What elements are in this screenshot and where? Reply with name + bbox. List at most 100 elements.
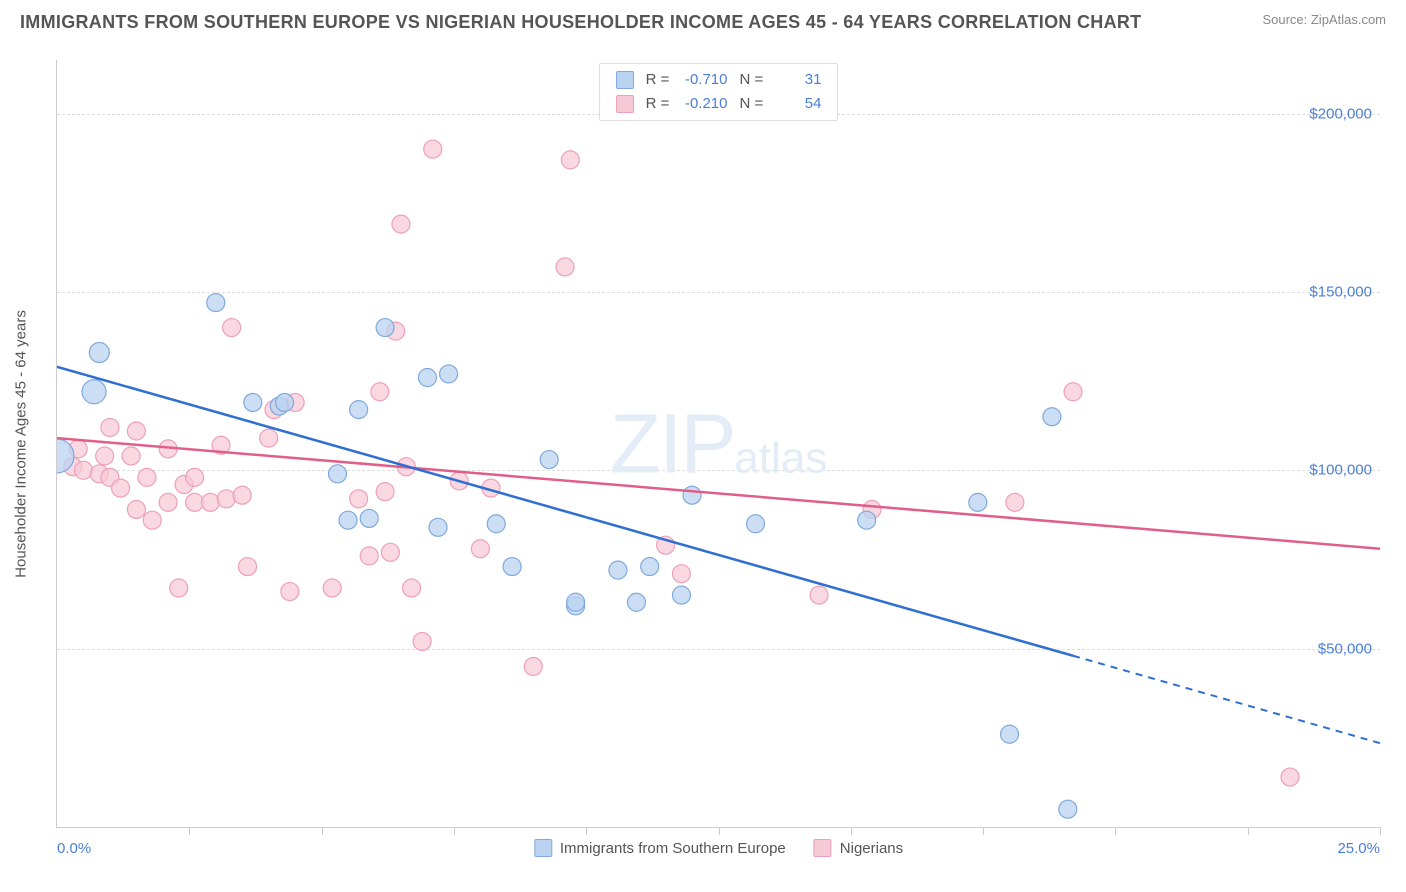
chart-header: IMMIGRANTS FROM SOUTHERN EUROPE VS NIGER… [20, 12, 1386, 33]
y-axis-label: Householder Income Ages 45 - 64 years [13, 310, 30, 578]
data-point [328, 465, 346, 483]
chart-title: IMMIGRANTS FROM SOUTHERN EUROPE VS NIGER… [20, 12, 1141, 33]
data-point [641, 558, 659, 576]
r-label: R = [646, 95, 670, 112]
data-point [260, 429, 278, 447]
data-point [101, 418, 119, 436]
data-point [969, 493, 987, 511]
data-point [89, 343, 109, 363]
source-label: Source: ZipAtlas.com [1262, 12, 1386, 27]
data-point [1006, 493, 1024, 511]
data-point [350, 490, 368, 508]
data-point [429, 518, 447, 536]
series-legend-item-1: Immigrants from Southern Europe [534, 839, 786, 857]
data-point [281, 583, 299, 601]
data-point [276, 393, 294, 411]
data-point [244, 393, 262, 411]
data-point [138, 468, 156, 486]
data-point [672, 565, 690, 583]
data-point [376, 319, 394, 337]
data-point [207, 294, 225, 312]
data-point [424, 140, 442, 158]
data-point [683, 486, 701, 504]
data-point [170, 579, 188, 597]
data-point [747, 515, 765, 533]
data-point [413, 632, 431, 650]
data-point [360, 547, 378, 565]
data-point [186, 468, 204, 486]
series-legend-item-2: Nigerians [814, 839, 903, 857]
series-swatch-2b [814, 839, 832, 857]
data-point [74, 461, 92, 479]
data-point [127, 500, 145, 518]
data-point [1001, 725, 1019, 743]
x-tick [454, 827, 455, 835]
x-tick [1248, 827, 1249, 835]
data-point [471, 540, 489, 558]
x-axis-max-label: 25.0% [1337, 840, 1380, 857]
series-legend: Immigrants from Southern Europe Nigerian… [534, 839, 903, 857]
series-swatch-1b [534, 839, 552, 857]
x-tick [851, 827, 852, 835]
data-point [503, 558, 521, 576]
plot-area: Householder Income Ages 45 - 64 years ZI… [56, 60, 1380, 828]
correlation-legend-row-2: R = -0.210 N = 54 [616, 92, 822, 116]
data-point [381, 543, 399, 561]
series-name-1: Immigrants from Southern Europe [560, 840, 786, 857]
x-tick [322, 827, 323, 835]
data-point [561, 151, 579, 169]
data-point [627, 593, 645, 611]
data-point [1043, 408, 1061, 426]
x-tick [1115, 827, 1116, 835]
data-point [567, 593, 585, 611]
data-point [122, 447, 140, 465]
r-value: -0.210 [674, 92, 728, 116]
data-point [487, 515, 505, 533]
correlation-legend-row-1: R = -0.710 N = 31 [616, 68, 822, 92]
data-point [1064, 383, 1082, 401]
data-point [350, 401, 368, 419]
data-point [609, 561, 627, 579]
scatter-plot-svg [57, 60, 1380, 827]
data-point [159, 493, 177, 511]
data-point [360, 509, 378, 527]
data-point [223, 319, 241, 337]
n-value: 31 [767, 68, 821, 92]
data-point [1059, 800, 1077, 818]
data-point [858, 511, 876, 529]
series-swatch-2 [616, 95, 634, 113]
n-label: N = [740, 71, 764, 88]
data-point [440, 365, 458, 383]
r-label: R = [646, 71, 670, 88]
data-point [1281, 768, 1299, 786]
data-point [112, 479, 130, 497]
data-point [418, 369, 436, 387]
regression-line-extrapolated [1073, 656, 1380, 743]
data-point [339, 511, 357, 529]
x-tick [586, 827, 587, 835]
series-name-2: Nigerians [840, 840, 903, 857]
data-point [371, 383, 389, 401]
x-axis-min-label: 0.0% [57, 840, 91, 857]
r-value: -0.710 [674, 68, 728, 92]
data-point [239, 558, 257, 576]
data-point [672, 586, 690, 604]
data-point [217, 490, 235, 508]
n-label: N = [740, 95, 764, 112]
data-point [403, 579, 421, 597]
data-point [556, 258, 574, 276]
data-point [540, 451, 558, 469]
data-point [392, 215, 410, 233]
x-tick [189, 827, 190, 835]
x-tick [983, 827, 984, 835]
data-point [201, 493, 219, 511]
data-point [524, 657, 542, 675]
data-point [96, 447, 114, 465]
x-tick [1380, 827, 1381, 835]
regression-line [57, 438, 1380, 549]
series-swatch-1 [616, 71, 634, 89]
data-point [810, 586, 828, 604]
data-point [376, 483, 394, 501]
correlation-legend: R = -0.710 N = 31 R = -0.210 N = 54 [599, 63, 839, 121]
data-point [82, 380, 106, 404]
